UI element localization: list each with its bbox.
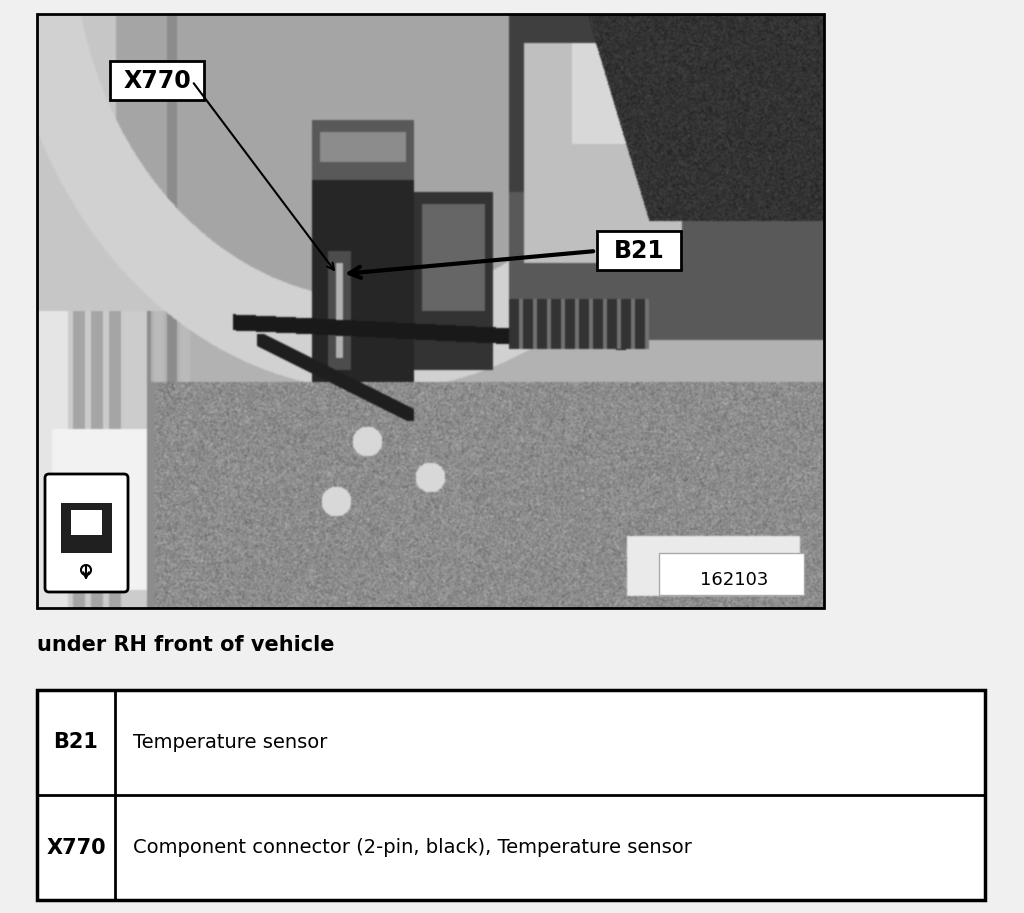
Text: 162103: 162103 (699, 571, 768, 589)
Text: B21: B21 (53, 732, 98, 752)
Text: B21: B21 (613, 239, 665, 263)
Text: X770: X770 (123, 69, 190, 93)
Text: X770: X770 (46, 837, 105, 857)
Circle shape (81, 565, 91, 575)
Bar (37, 690, 985, 900)
FancyBboxPatch shape (110, 61, 204, 100)
Bar (71, 510, 102, 535)
FancyBboxPatch shape (597, 231, 681, 270)
Bar (69, 508, 104, 543)
FancyBboxPatch shape (45, 474, 128, 592)
Bar (61, 503, 112, 553)
Text: Temperature sensor: Temperature sensor (133, 733, 328, 752)
Bar (659, 553, 804, 595)
Text: under RH front of vehicle: under RH front of vehicle (37, 635, 335, 655)
Bar (37, 14, 824, 608)
Text: Component connector (2-pin, black), Temperature sensor: Component connector (2-pin, black), Temp… (133, 838, 692, 857)
